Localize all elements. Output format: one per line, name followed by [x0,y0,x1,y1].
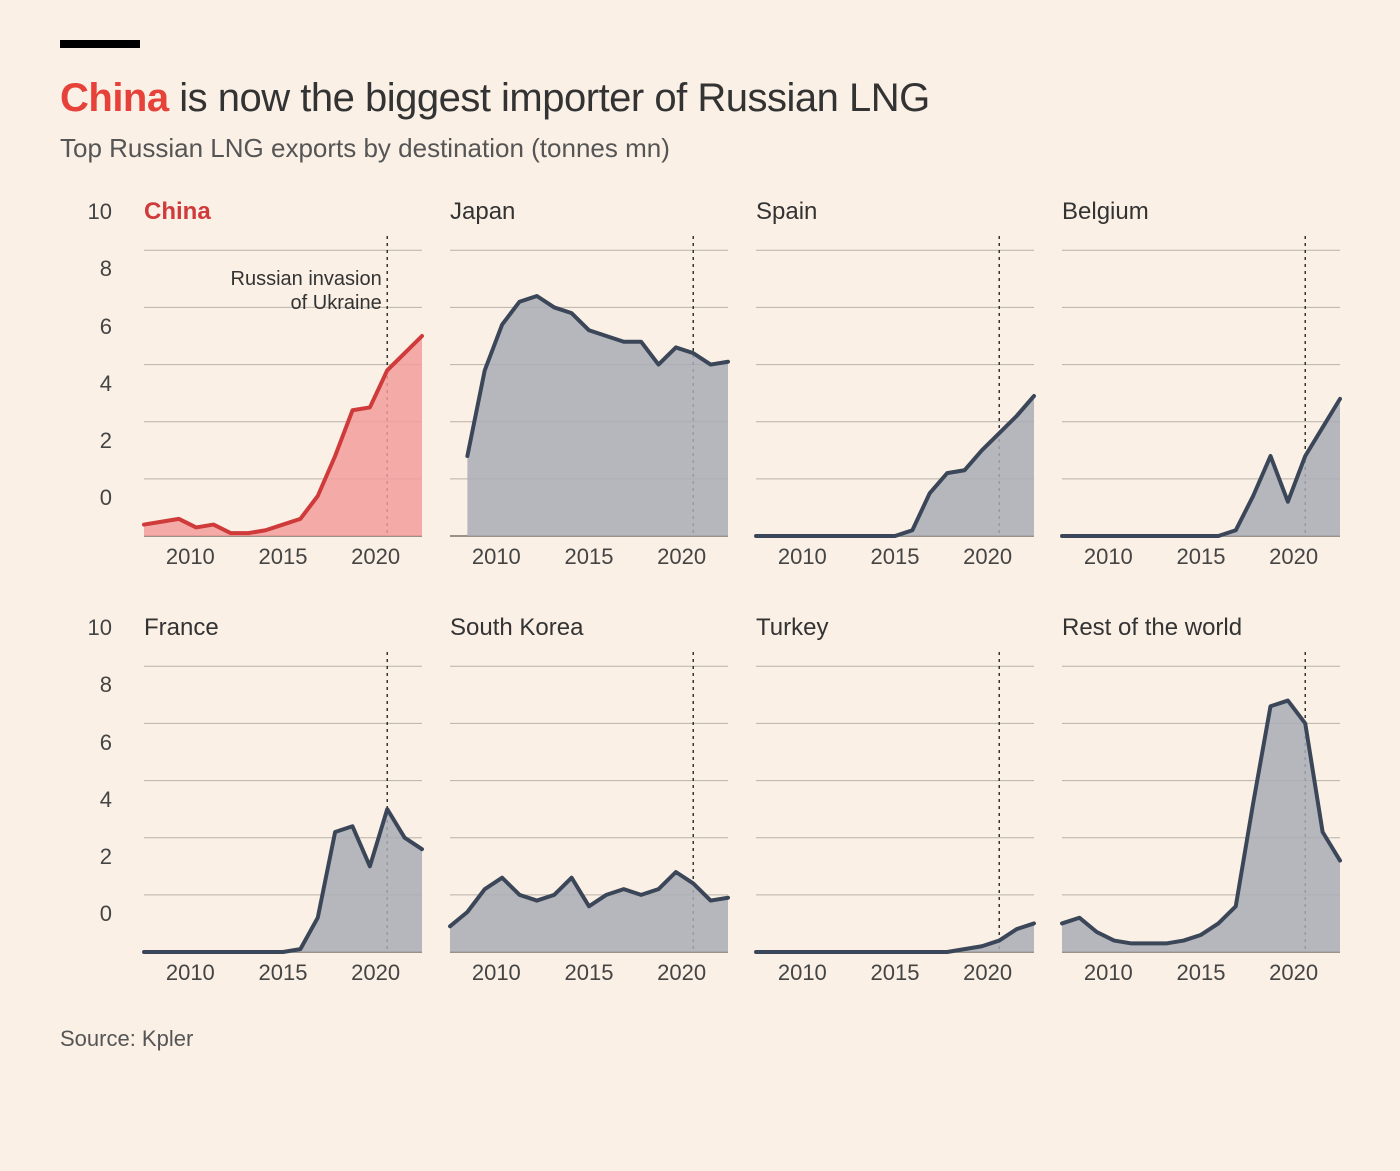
chart-area [1062,236,1340,536]
x-tick-label: 2010 [778,960,827,986]
small-multiples-grid: 0246810ChinaRussian invasionof Ukraine20… [60,198,1340,986]
panel-belgium: Belgium 2010 2015 2020 [1062,198,1340,570]
chart-area: Russian invasionof Ukraine [144,236,422,536]
panel-france: France 2010 2015 2020 [144,614,422,986]
series-area [1062,399,1340,536]
panel-south-korea: South Korea 2010 2015 2020 [450,614,728,986]
panel-china: ChinaRussian invasionof Ukraine201020152… [144,198,422,570]
y-tick-label: 0 [100,485,112,511]
x-tick-label: 2015 [871,544,920,570]
x-tick-label: 2020 [657,960,706,986]
panel-title: France [144,614,422,642]
chart-area [450,652,728,952]
x-axis: 2010 2015 2020 [450,544,728,570]
panel-title: China [144,198,422,226]
y-tick-label: 4 [100,371,112,397]
series-area [144,336,422,536]
chart-source: Source: Kpler [60,1026,1340,1052]
panel-rest-of-the-world: Rest of the world 2010 2015 2020 [1062,614,1340,986]
y-tick-label: 10 [88,199,112,225]
top-rule [60,40,140,48]
chart-subtitle: Top Russian LNG exports by destination (… [60,133,1340,164]
y-tick-label: 2 [100,844,112,870]
chart-area [144,652,422,952]
x-tick-label: 2010 [778,544,827,570]
panel-spain: Spain 2010 2015 2020 [756,198,1034,570]
x-tick-label: 2015 [1177,544,1226,570]
title-rest: is now the biggest importer of Russian L… [169,76,930,120]
x-tick-label: 2015 [565,544,614,570]
x-tick-label: 2020 [657,544,706,570]
chart-area [1062,652,1340,952]
panel-title: Belgium [1062,198,1340,226]
y-tick-label: 0 [100,901,112,927]
series-area [756,923,1034,952]
y-tick-label: 8 [100,672,112,698]
panel-title: Rest of the world [1062,614,1340,642]
title-highlight: China [60,76,169,120]
x-tick-label: 2020 [1269,544,1318,570]
x-tick-label: 2010 [472,960,521,986]
x-axis: 2010 2015 2020 [756,960,1034,986]
x-tick-label: 2020 [351,960,400,986]
x-axis: 2010 2015 2020 [1062,544,1340,570]
y-axis: 0246810 [60,198,116,236]
panel-title: Japan [450,198,728,226]
series-area [1062,701,1340,952]
chart-area [756,652,1034,952]
x-axis: 2010 2015 2020 [756,544,1034,570]
x-tick-label: 2015 [1177,960,1226,986]
x-tick-label: 2010 [166,960,215,986]
panel-turkey: Turkey 2010 2015 2020 [756,614,1034,986]
chart-area [756,236,1034,536]
x-axis: 2010 2015 2020 [144,960,422,986]
y-tick-label: 6 [100,314,112,340]
panel-title: Turkey [756,614,1034,642]
x-tick-label: 2010 [1084,544,1133,570]
x-tick-label: 2020 [963,544,1012,570]
chart-area [450,236,728,536]
y-tick-label: 4 [100,787,112,813]
x-tick-label: 2010 [1084,960,1133,986]
x-tick-label: 2015 [871,960,920,986]
x-tick-label: 2010 [472,544,521,570]
y-tick-label: 6 [100,730,112,756]
panel-title: South Korea [450,614,728,642]
figure: China is now the biggest importer of Rus… [0,0,1400,1082]
x-tick-label: 2015 [259,960,308,986]
x-tick-label: 2015 [259,544,308,570]
series-area [756,396,1034,536]
x-axis: 2010 2015 2020 [1062,960,1340,986]
panel-title: Spain [756,198,1034,226]
y-tick-label: 10 [88,615,112,641]
panel-japan: Japan 2010 2015 2020 [450,198,728,570]
x-tick-label: 2020 [1269,960,1318,986]
chart-title: China is now the biggest importer of Rus… [60,76,1340,121]
x-tick-label: 2020 [963,960,1012,986]
x-tick-label: 2010 [166,544,215,570]
y-axis: 0246810 [60,614,116,652]
x-tick-label: 2020 [351,544,400,570]
y-tick-label: 8 [100,256,112,282]
x-axis: 2010 2015 2020 [144,544,422,570]
y-tick-label: 2 [100,428,112,454]
x-tick-label: 2015 [565,960,614,986]
x-axis: 2010 2015 2020 [450,960,728,986]
